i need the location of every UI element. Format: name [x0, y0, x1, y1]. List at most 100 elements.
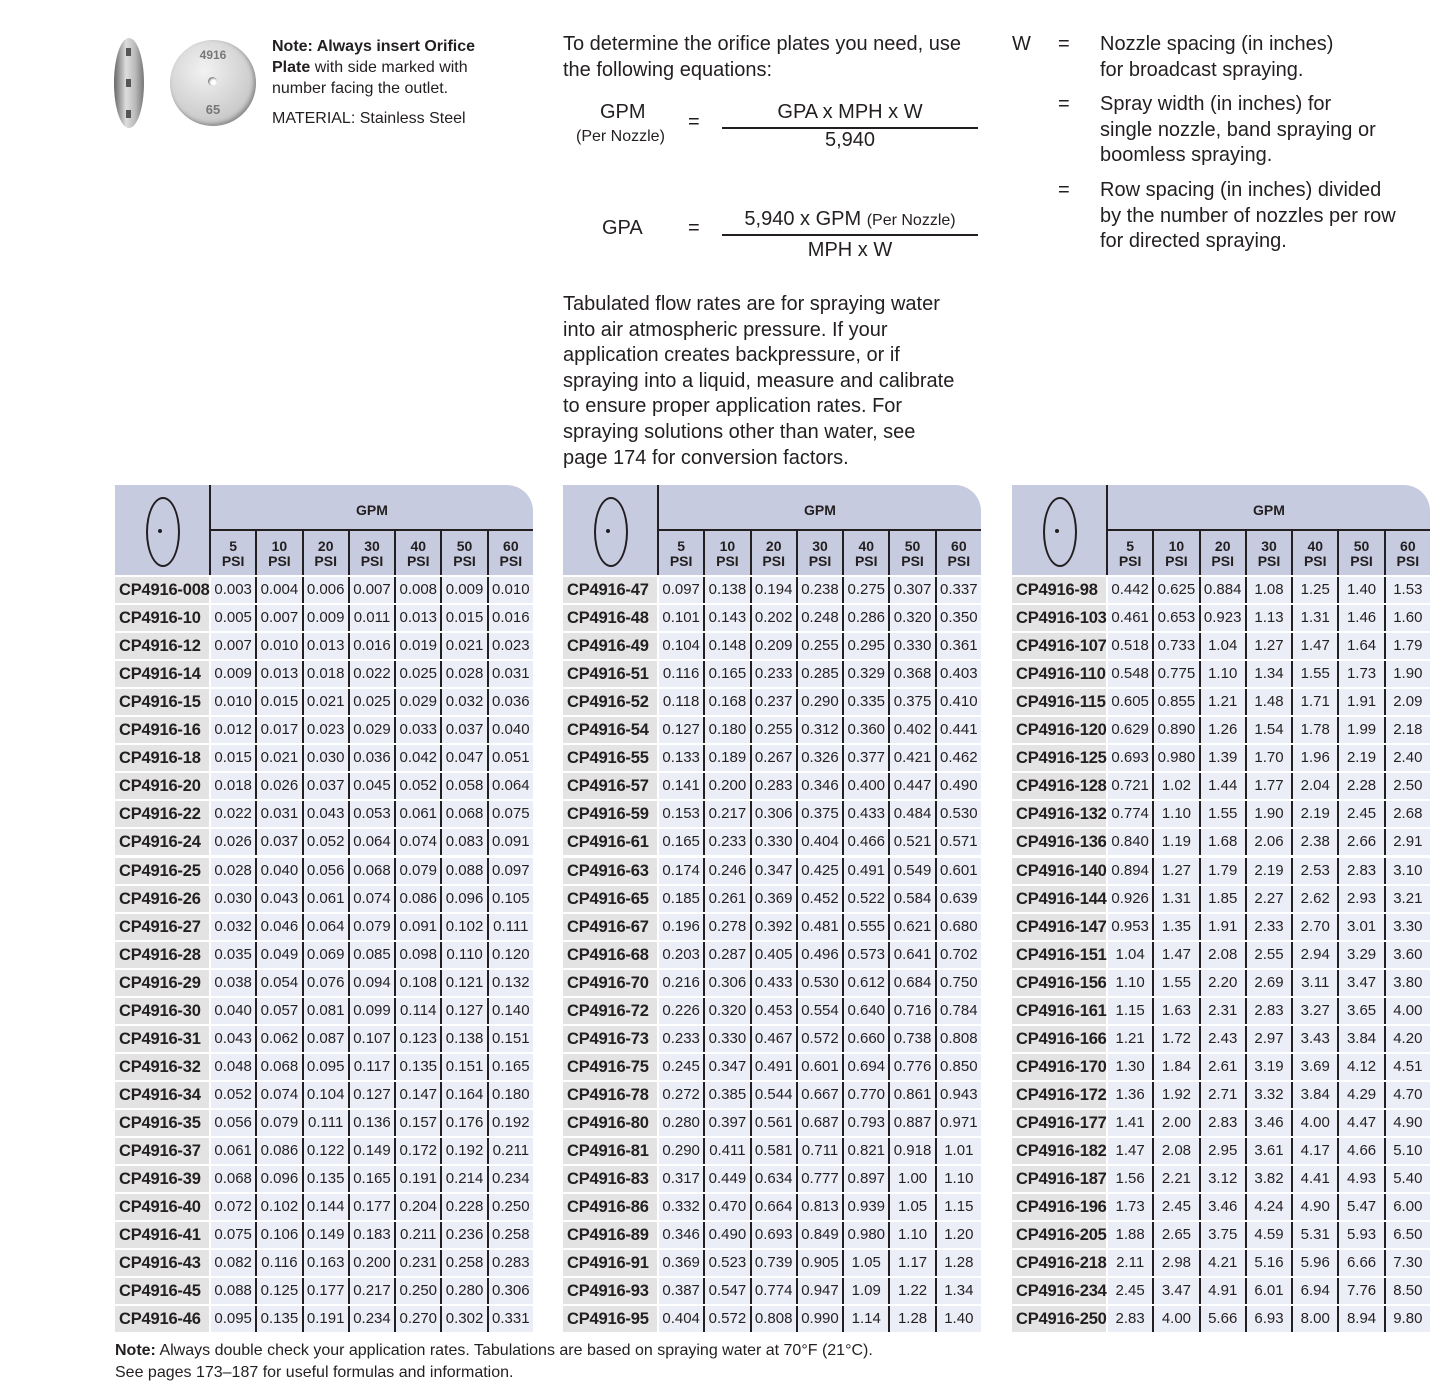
flow-rate-cell: 0.216 [662, 973, 700, 991]
flow-rate-cell: 0.605 [1111, 693, 1149, 711]
flow-rate-cell: 0.086 [394, 885, 440, 912]
flow-rate-cell: 9.80 [1383, 1306, 1430, 1333]
flow-rate-cell: 0.629 [1111, 721, 1149, 739]
flow-rate-cell: 0.375 [795, 801, 842, 828]
flow-rate-cell: 0.442 [1111, 581, 1149, 599]
table-row: CP4916-40 0.072 0.102 0.144 0.177 0.204 0.228 0… [115, 1194, 533, 1221]
flow-rate-cell: 2.08 [1152, 1137, 1198, 1164]
pressure-value: 20 [317, 538, 334, 554]
flow-values: 1.30 1.84 2.61 3.19 3.69 4.12 4.51 [1108, 1053, 1430, 1080]
flow-rate-cell: 5.31 [1291, 1222, 1337, 1249]
table-row: CP4916-27 0.032 0.046 0.064 0.079 0.091 0.102 0… [115, 913, 533, 940]
flow-rate-cell: 0.140 [486, 997, 533, 1024]
flow-rate-cell: 0.234 [347, 1306, 394, 1333]
pressure-unit: PSI [854, 553, 878, 569]
flow-rate-cell: 1.64 [1337, 633, 1383, 660]
flow-rate-cell: 0.135 [394, 1053, 440, 1080]
flow-rate-cell: 0.320 [703, 997, 749, 1024]
flow-rate-cell: 0.032 [214, 917, 252, 935]
pressure-value: 5 [677, 538, 686, 554]
flow-rate-cell: 0.522 [842, 885, 888, 912]
flow-values: 0.605 0.855 1.21 1.48 1.71 1.91 2.09 [1108, 689, 1430, 716]
flow-rate-cell: 0.096 [440, 885, 486, 912]
flow-rate-cell: 0.177 [347, 1194, 394, 1221]
header-pressure-10: 10 PSI [703, 531, 749, 575]
flow-rate-cell: 6.01 [1244, 1278, 1291, 1305]
flow-rate-cell: 3.46 [1244, 1109, 1291, 1136]
table-row: CP4916-55 0.133 0.189 0.267 0.326 0.377 0.421 0… [563, 745, 981, 772]
flow-rate-cell: 0.738 [888, 1025, 934, 1052]
flow-values: 1.15 1.63 2.31 2.83 3.27 3.65 4.00 [1108, 997, 1430, 1024]
flow-values: 0.346 0.490 0.693 0.849 0.980 1.10 1.20 [659, 1222, 981, 1249]
flow-rate-cell: 2.11 [1116, 1254, 1145, 1272]
model-number: CP4916-80 [563, 1109, 657, 1136]
flow-rate-cell: 1.40 [934, 1306, 981, 1333]
model-number: CP4916-115 [1012, 689, 1106, 716]
table-row: CP4916-28 0.035 0.049 0.069 0.085 0.098 0.110 0… [115, 941, 533, 968]
table-row: CP4916-25 0.028 0.040 0.056 0.068 0.079 0.088 0… [115, 857, 533, 884]
flow-values: 0.003 0.004 0.006 0.007 0.008 0.009 0.010 [211, 577, 533, 604]
flow-rate-cell: 2.62 [1291, 885, 1337, 912]
table-row: CP4916-10 0.005 0.007 0.009 0.011 0.013 0.015 0… [115, 605, 533, 632]
flow-values: 0.101 0.143 0.202 0.248 0.286 0.320 0.350 [659, 605, 981, 632]
flow-rate-cell: 0.118 [662, 693, 700, 711]
flow-rate-cell: 0.775 [1152, 661, 1198, 688]
model-number: CP4916-26 [115, 885, 209, 912]
flow-values: 0.233 0.330 0.467 0.572 0.660 0.738 0.808 [659, 1025, 981, 1052]
flow-rate-cell: 0.200 [703, 773, 749, 800]
flow-rate-cell: 1.73 [1337, 661, 1383, 688]
flow-rate-cell: 0.400 [842, 773, 888, 800]
flow-rate-cell: 0.693 [749, 1222, 796, 1249]
flow-rate-cell: 1.78 [1291, 717, 1337, 744]
flow-values: 0.216 0.306 0.433 0.530 0.612 0.684 0.750 [659, 969, 981, 996]
pressure-value: 5 [1126, 538, 1135, 554]
header-pressure-10: 10 PSI [1152, 531, 1198, 575]
model-number: CP4916-218 [1012, 1250, 1107, 1277]
table-row: CP4916-61 0.165 0.233 0.330 0.404 0.466 0.521 0… [563, 829, 981, 856]
flow-rate-cell: 0.015 [214, 749, 252, 767]
table-row: CP4916-205 1.88 2.65 3.75 4.59 5.31 5.93 6.50 [1012, 1222, 1430, 1249]
flow-rate-cell: 0.136 [347, 1109, 394, 1136]
flow-rate-cell: 0.045 [347, 773, 394, 800]
flow-rate-cell: 0.441 [934, 717, 981, 744]
flow-rate-cell: 0.233 [662, 1029, 700, 1047]
flow-rate-cell: 3.46 [1198, 1194, 1245, 1221]
flow-rate-cell: 0.625 [1152, 577, 1198, 604]
pressure-value: 20 [765, 538, 782, 554]
flow-rate-cell: 0.361 [934, 633, 981, 660]
flow-rate-cell: 1.10 [934, 1166, 981, 1193]
flow-rate-cell: 1.54 [1244, 717, 1291, 744]
model-number: CP4916-81 [563, 1137, 657, 1164]
flow-rate-cell: 0.149 [301, 1222, 348, 1249]
flow-rate-cell: 0.335 [842, 689, 888, 716]
flow-rate-cell: 0.840 [1111, 833, 1149, 851]
flow-rate-cell: 0.116 [662, 665, 700, 683]
flow-rate-cell: 1.28 [934, 1250, 981, 1277]
flow-rate-cell: 0.601 [795, 1053, 842, 1080]
header-pressure-30: 30 PSI [347, 531, 394, 575]
flow-rate-cell: 0.180 [703, 717, 749, 744]
flow-rate-cell: 0.402 [888, 717, 934, 744]
model-number: CP4916-98 [1012, 577, 1106, 604]
flow-rate-cell: 0.016 [347, 633, 394, 660]
flow-rate-cell: 0.157 [394, 1109, 440, 1136]
flow-rate-cell: 2.00 [1152, 1109, 1198, 1136]
flow-rate-cell: 0.127 [347, 1081, 394, 1108]
flow-rate-cell: 1.10 [888, 1222, 934, 1249]
flow-rate-cell: 0.980 [842, 1222, 888, 1249]
flow-rate-cell: 1.21 [1115, 1029, 1145, 1047]
flow-rate-cell: 4.12 [1337, 1053, 1383, 1080]
flow-rate-cell: 1.05 [842, 1250, 888, 1277]
flow-rate-cell: 1.79 [1383, 633, 1430, 660]
model-number: CP4916-95 [563, 1306, 657, 1333]
model-number: CP4916-34 [115, 1081, 209, 1108]
flow-rate-cell: 5.66 [1198, 1306, 1245, 1333]
flow-rate-cell: 0.549 [888, 857, 934, 884]
flow-values: 0.165 0.233 0.330 0.404 0.466 0.521 0.571 [659, 829, 981, 856]
flow-rate-cell: 0.237 [749, 689, 796, 716]
table-row: CP4916-31 0.043 0.062 0.087 0.107 0.123 0.138 0… [115, 1025, 533, 1052]
flow-rate-cell: 0.054 [255, 969, 301, 996]
flow-rate-cell: 0.280 [662, 1113, 700, 1131]
flow-rate-cell: 0.250 [486, 1194, 533, 1221]
flow-values: 0.056 0.079 0.111 0.136 0.157 0.176 0.192 [211, 1109, 533, 1136]
